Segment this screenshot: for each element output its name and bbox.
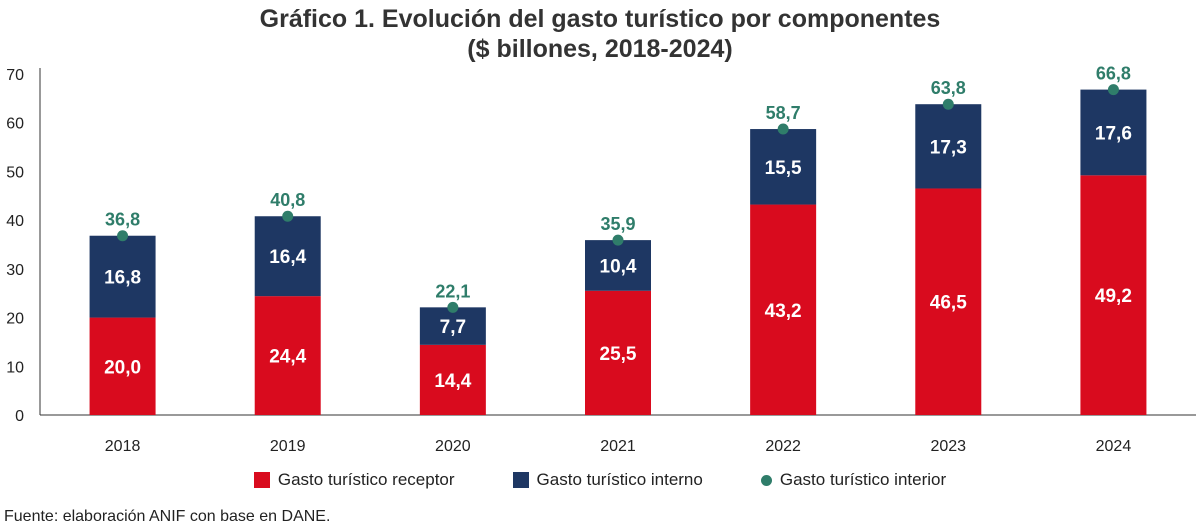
- bar-interno-2024: [1080, 89, 1147, 176]
- bar-receptor-2020: [419, 344, 486, 415]
- x-tick-label-2023: 2023: [930, 438, 966, 455]
- legend-swatch-receptor: [253, 472, 270, 488]
- marker-interior-2021: [612, 234, 624, 246]
- legend-item-interior: Gasto turístico interior: [760, 470, 947, 490]
- data-label-interior-2024: 66,8: [1096, 64, 1131, 84]
- data-label-receptor-2020: 14,4: [434, 371, 471, 392]
- legend-label-interior: Gasto turístico interior: [779, 470, 947, 489]
- x-tick-label-2020: 2020: [435, 438, 471, 455]
- bar-receptor-2024: [1080, 175, 1147, 415]
- data-label-receptor-2022: 43,2: [765, 301, 802, 322]
- bar-interno-2019: [254, 216, 321, 297]
- marker-interior-2024: [1107, 84, 1119, 96]
- legend-item-receptor: Gasto turístico receptor: [253, 470, 455, 490]
- x-tick-label-2024: 2024: [1096, 438, 1132, 455]
- bar-interno-2018: [89, 235, 156, 318]
- marker-interior-2022: [777, 123, 789, 135]
- marker-interior-2020: [447, 301, 459, 313]
- data-label-interior-2019: 40,8: [270, 190, 305, 210]
- y-tick-label-0: 0: [15, 408, 24, 425]
- marker-interior-2018: [117, 230, 129, 242]
- y-tick-label-50: 50: [6, 164, 24, 181]
- y-tick-label-30: 30: [6, 262, 24, 279]
- data-label-interno-2024: 17,6: [1095, 123, 1132, 144]
- data-label-interior-2018: 36,8: [105, 210, 140, 230]
- data-label-interior-2020: 22,1: [435, 281, 470, 301]
- data-label-interno-2020: 7,7: [440, 317, 466, 338]
- data-label-interno-2021: 10,4: [600, 256, 637, 277]
- marker-interior-2023: [942, 98, 954, 110]
- y-tick-label-40: 40: [6, 213, 24, 230]
- y-tick-label-10: 10: [6, 359, 24, 376]
- x-tick-label-2022: 2022: [765, 438, 801, 455]
- legend-swatch-interno: [512, 472, 529, 488]
- data-label-interior-2021: 35,9: [600, 214, 635, 234]
- data-label-receptor-2018: 20,0: [104, 357, 141, 378]
- data-label-interior-2022: 58,7: [766, 103, 801, 123]
- marker-interior-2019: [282, 210, 294, 222]
- data-label-interior-2023: 63,8: [931, 78, 966, 98]
- data-label-receptor-2023: 46,5: [930, 293, 967, 314]
- source-note: Fuente: elaboración ANIF con base en DAN…: [4, 508, 331, 525]
- bar-receptor-2019: [254, 296, 321, 415]
- chart-title-line-2: ($ billones, 2018-2024): [467, 35, 733, 63]
- x-tick-label-2021: 2021: [600, 438, 636, 455]
- y-tick-label-60: 60: [6, 116, 24, 133]
- data-label-receptor-2021: 25,5: [600, 344, 637, 365]
- bar-receptor-2021: [585, 290, 651, 415]
- data-label-receptor-2019: 24,4: [269, 347, 306, 368]
- y-tick-label-70: 70: [6, 67, 24, 84]
- bar-interno-2020: [419, 307, 486, 345]
- legend-marker-interior: [760, 474, 772, 486]
- bar-interno-2022: [750, 129, 817, 205]
- legend-label-interno: Gasto turístico interno: [536, 470, 703, 489]
- bar-receptor-2018: [89, 317, 156, 415]
- x-tick-label-2019: 2019: [270, 438, 306, 455]
- chart-title-line-1: Gráfico 1. Evolución del gasto turístico…: [259, 5, 941, 33]
- data-label-interno-2023: 17,3: [930, 137, 967, 158]
- bar-interno-2021: [585, 240, 651, 291]
- chart-legend: Gasto turístico receptor Gasto turístico…: [0, 470, 1200, 490]
- bar-receptor-2022: [750, 204, 817, 415]
- x-tick-label-2018: 2018: [105, 438, 141, 455]
- legend-label-receptor: Gasto turístico receptor: [277, 470, 455, 489]
- chart-title: Gráfico 1. Evolución del gasto turístico…: [0, 4, 1200, 64]
- bar-receptor-2023: [915, 188, 982, 415]
- data-label-receptor-2024: 49,2: [1095, 286, 1132, 307]
- legend-item-interno: Gasto turístico interno: [512, 470, 703, 490]
- data-label-interno-2019: 16,4: [269, 247, 306, 268]
- y-tick-label-20: 20: [6, 311, 24, 328]
- data-label-interno-2022: 15,5: [765, 158, 802, 179]
- data-label-interno-2018: 16,8: [104, 268, 141, 289]
- bar-interno-2023: [915, 104, 982, 189]
